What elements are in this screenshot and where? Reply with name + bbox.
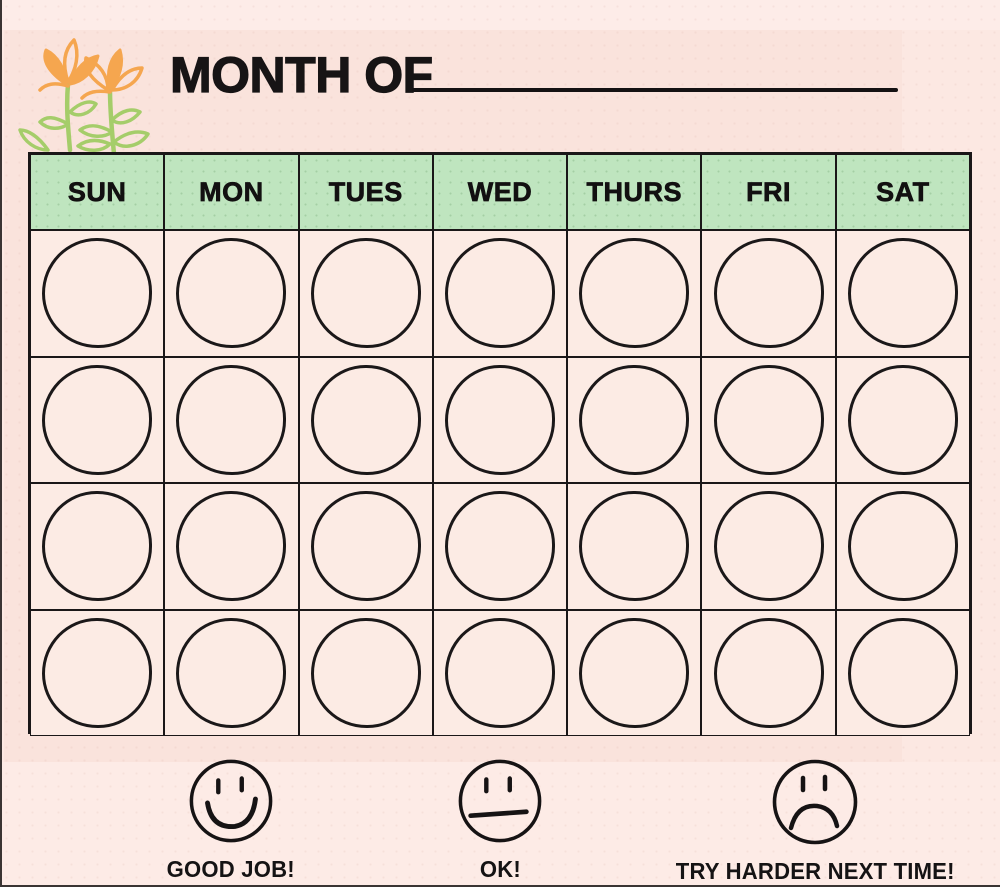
day-circle[interactable] <box>847 364 958 475</box>
day-circle[interactable] <box>579 364 690 475</box>
day-circle[interactable] <box>847 491 958 602</box>
day-circle[interactable] <box>42 491 153 602</box>
day-circle[interactable] <box>176 617 287 728</box>
day-header-tues: TUES <box>298 154 433 230</box>
day-cell <box>701 483 836 610</box>
legend: GOOD JOB! OK! TRY HARDER NEXT TIME! <box>0 757 1000 885</box>
day-cell <box>835 230 970 357</box>
day-cell <box>432 609 568 736</box>
day-cell <box>164 609 299 736</box>
day-cell <box>432 230 568 357</box>
day-cell <box>701 356 836 483</box>
legend-label: OK! <box>479 856 521 882</box>
day-circle[interactable] <box>310 238 421 349</box>
legend-label: GOOD JOB! <box>166 856 296 882</box>
day-cell <box>298 609 433 736</box>
day-circle[interactable] <box>310 491 421 602</box>
day-circle[interactable] <box>42 617 153 728</box>
sad-face-icon <box>772 759 858 845</box>
day-header-sat: SAT <box>835 154 970 230</box>
day-circle[interactable] <box>847 238 958 349</box>
page-title: MONTH OF <box>169 46 433 103</box>
top-band <box>0 0 1000 30</box>
day-cell <box>30 483 165 610</box>
legend-item-try-harder: TRY HARDER NEXT TIME! <box>640 757 990 885</box>
day-cell <box>30 356 165 483</box>
day-circle[interactable] <box>579 491 690 602</box>
day-circle[interactable] <box>176 364 287 475</box>
day-cell <box>701 230 836 357</box>
day-circle[interactable] <box>444 617 555 728</box>
day-cell <box>164 483 299 610</box>
day-cell <box>30 230 165 357</box>
day-header-wed: WED <box>432 154 568 230</box>
day-circle[interactable] <box>713 238 824 349</box>
calendar-table: SUN MON TUES WED THURS FRI SAT <box>28 152 972 736</box>
month-fill-in-line[interactable] <box>412 88 898 92</box>
bottom-edge <box>0 885 1000 887</box>
day-cell <box>432 483 568 610</box>
day-circle[interactable] <box>176 238 287 349</box>
day-circle[interactable] <box>310 617 421 728</box>
day-cell <box>298 483 433 610</box>
day-cell <box>835 609 970 736</box>
day-cell <box>298 356 433 483</box>
day-circle[interactable] <box>713 491 824 602</box>
legend-item-good-job: GOOD JOB! <box>131 757 331 883</box>
day-cell <box>432 356 568 483</box>
day-cell <box>701 609 836 736</box>
flower-doodle-icon <box>18 38 150 154</box>
day-cell <box>567 356 702 483</box>
day-header-fri: FRI <box>701 154 836 230</box>
day-header-sun: SUN <box>30 154 165 230</box>
day-circle[interactable] <box>42 238 153 349</box>
day-header-mon: MON <box>164 154 299 230</box>
day-circle[interactable] <box>713 364 824 475</box>
day-cell <box>164 356 299 483</box>
day-cell <box>567 230 702 357</box>
day-cell <box>567 609 702 736</box>
day-cell <box>298 230 433 357</box>
day-circle[interactable] <box>42 364 153 475</box>
legend-item-ok: OK! <box>400 757 600 883</box>
day-circle[interactable] <box>310 364 421 475</box>
legend-label: TRY HARDER NEXT TIME! <box>675 858 955 884</box>
day-circle[interactable] <box>847 617 958 728</box>
day-cell <box>164 230 299 357</box>
day-circle[interactable] <box>579 617 690 728</box>
day-circle[interactable] <box>444 364 555 475</box>
day-cell <box>30 609 165 736</box>
day-circle[interactable] <box>713 617 824 728</box>
neutral-face-icon <box>458 759 542 843</box>
day-cell <box>835 356 970 483</box>
day-circle[interactable] <box>176 491 287 602</box>
left-edge <box>0 0 2 887</box>
day-header-thurs: THURS <box>567 154 702 230</box>
day-cell <box>567 483 702 610</box>
day-circle[interactable] <box>579 238 690 349</box>
day-circle[interactable] <box>444 491 555 602</box>
happy-face-icon <box>189 759 273 843</box>
day-cell <box>835 483 970 610</box>
day-circle[interactable] <box>444 238 555 349</box>
bottom-band <box>0 762 1000 887</box>
